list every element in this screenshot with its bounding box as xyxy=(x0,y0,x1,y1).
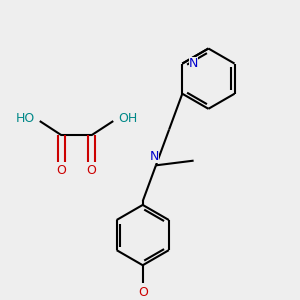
Text: N: N xyxy=(149,151,159,164)
Text: O: O xyxy=(56,164,66,177)
Text: HO: HO xyxy=(16,112,35,125)
Text: N: N xyxy=(189,57,198,70)
Text: OH: OH xyxy=(118,112,137,125)
Text: O: O xyxy=(138,286,148,299)
Text: O: O xyxy=(87,164,97,177)
